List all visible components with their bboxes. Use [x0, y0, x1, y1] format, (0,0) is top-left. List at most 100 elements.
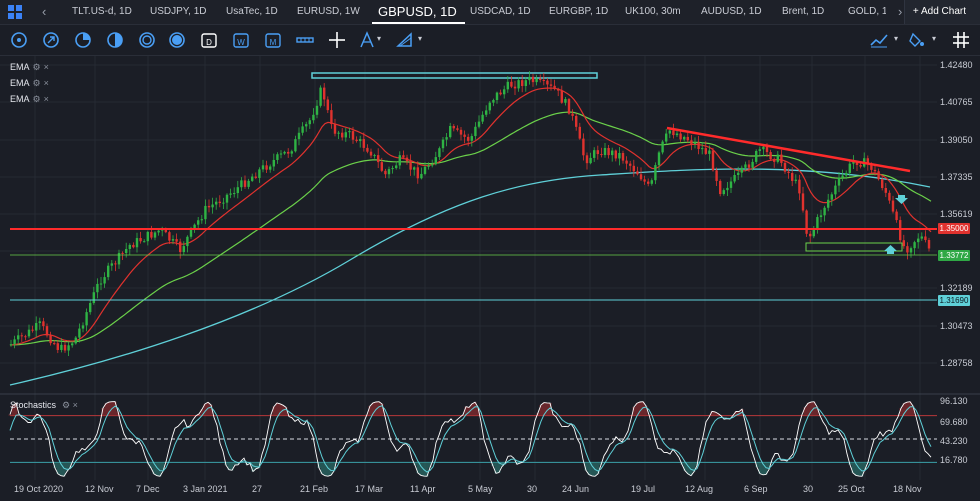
- close-icon[interactable]: ×: [43, 94, 49, 104]
- candle-body: [571, 113, 574, 116]
- candle-body: [114, 263, 117, 265]
- tab-eurgbp[interactable]: EURGBP, 1D: [549, 6, 609, 17]
- settings-icon[interactable]: ⚙: [32, 62, 41, 72]
- weekly-calendar-icon[interactable]: W: [232, 31, 250, 49]
- stoch-oversold-fill: [419, 462, 423, 476]
- stoch-overbought-fill: [272, 406, 276, 416]
- tab-eurusd[interactable]: EURUSD, 1W: [297, 6, 360, 17]
- stoch-overbought-fill: [14, 403, 18, 416]
- draw-shape-icon[interactable]: [396, 31, 414, 49]
- tab-tlt[interactable]: TLT.US-d, 1D: [72, 6, 132, 17]
- candle-body: [805, 210, 808, 234]
- daily-calendar-icon[interactable]: D: [200, 31, 218, 49]
- range-tool-icon[interactable]: [296, 31, 314, 49]
- chart-type-dropdown-icon[interactable]: ▾: [894, 34, 899, 43]
- crosshair-circle-icon[interactable]: [10, 31, 28, 49]
- candle-body: [42, 321, 45, 327]
- price-tag-red: 1.35000: [938, 223, 970, 234]
- drawing-toolbar: D W M ▾ ▾ ▾ ▾: [0, 25, 980, 56]
- arrow-circle-icon[interactable]: [42, 31, 60, 49]
- close-icon[interactable]: ×: [43, 78, 49, 88]
- stoch-overbought-fill: [632, 406, 636, 416]
- monthly-calendar-icon[interactable]: M: [264, 31, 282, 49]
- tab-usdjpy[interactable]: USDJPY, 1D: [150, 6, 207, 17]
- stoch-oversold-fill: [692, 462, 696, 472]
- candle-body: [765, 146, 769, 153]
- price-tick: 1.40765: [940, 97, 973, 107]
- fibonacci-dropdown-icon[interactable]: ▾: [377, 34, 382, 43]
- tab-usdcad[interactable]: USDCAD, 1D: [470, 6, 531, 17]
- candle-body: [139, 238, 142, 242]
- candle-body: [67, 345, 70, 351]
- layout-grid-icon[interactable]: [8, 5, 22, 19]
- grid-toggle-icon[interactable]: [952, 31, 970, 49]
- tab-audusd[interactable]: AUDUSD, 1D: [701, 6, 762, 17]
- indicator-circle-icon[interactable]: [138, 31, 156, 49]
- candle-body: [701, 148, 704, 150]
- filled-circle-icon[interactable]: [168, 31, 186, 49]
- date-tick: 11 Apr: [410, 484, 436, 494]
- candle-body: [636, 171, 639, 175]
- scroll-right-icon[interactable]: ›: [898, 4, 903, 19]
- pie-circle-icon[interactable]: [74, 31, 92, 49]
- ema-indicator-label-2[interactable]: EMA ⚙ ×: [10, 78, 49, 88]
- candle-body: [132, 244, 135, 248]
- settings-icon[interactable]: ⚙: [32, 78, 41, 88]
- stochastics-label[interactable]: Stochastics: [10, 400, 57, 410]
- shape-dropdown-icon[interactable]: ▾: [418, 34, 423, 43]
- candle-body: [387, 169, 391, 175]
- half-circle-icon[interactable]: [106, 31, 124, 49]
- tab-gold[interactable]: GOLD, 1W: [848, 6, 886, 17]
- candle-body: [837, 177, 841, 186]
- candle-body: [49, 335, 52, 344]
- fill-dropdown-icon[interactable]: ▾: [932, 34, 937, 43]
- ema-indicator-label-1[interactable]: EMA ⚙ ×: [10, 62, 49, 72]
- close-icon[interactable]: ×: [43, 62, 49, 72]
- candle-body: [866, 158, 869, 164]
- scroll-left-icon[interactable]: ‹: [42, 4, 47, 19]
- fill-tool-icon[interactable]: [908, 31, 926, 49]
- crosshair-icon[interactable]: [328, 31, 346, 49]
- stoch-overbought-fill: [902, 403, 906, 416]
- tab-gbpusd[interactable]: GBPUSD, 1D: [372, 0, 465, 24]
- candle-body: [827, 199, 830, 208]
- candle-body: [812, 228, 815, 237]
- stoch-oversold-fill: [428, 462, 432, 468]
- price-tick: 1.32189: [940, 283, 973, 293]
- candle-body: [211, 204, 214, 208]
- candle-body: [657, 152, 661, 166]
- candle-body: [575, 115, 578, 127]
- settings-icon[interactable]: ⚙: [32, 94, 41, 104]
- tab-uk100[interactable]: UK100, 30m: [625, 6, 681, 17]
- candle-body: [398, 155, 401, 166]
- chart-type-icon[interactable]: [870, 31, 888, 49]
- stoch-overbought-fill: [380, 403, 384, 416]
- candle-body: [909, 248, 913, 253]
- candle-body: [431, 164, 434, 166]
- candle-body: [924, 236, 927, 241]
- ema-indicator-label-3[interactable]: EMA ⚙ ×: [10, 94, 49, 104]
- candle-body: [416, 167, 419, 179]
- candle-body: [409, 161, 412, 170]
- candle-body: [175, 239, 178, 242]
- add-chart-button[interactable]: + Add Chart: [903, 0, 980, 24]
- stoch-overbought-fill: [908, 401, 912, 416]
- candle-body: [834, 185, 837, 195]
- tab-brent[interactable]: Brent, 1D: [782, 6, 825, 17]
- stoch-settings-icon[interactable]: ⚙ ×: [62, 400, 78, 410]
- stoch-overbought-fill: [539, 404, 543, 416]
- fibonacci-tool-icon[interactable]: [358, 31, 376, 49]
- stoch-oversold-fill: [68, 462, 72, 468]
- stoch-oversold-fill: [854, 462, 858, 476]
- candle-body: [686, 136, 689, 141]
- trendline-down[interactable]: [666, 126, 911, 173]
- tab-usatec[interactable]: UsaTec, 1D: [226, 6, 278, 17]
- date-tick: 7 Dec: [136, 484, 160, 494]
- candle-body: [312, 114, 315, 121]
- stoch-overbought-fill: [710, 411, 714, 416]
- stoch-oversold-fill: [329, 462, 333, 476]
- candle-body: [459, 129, 463, 135]
- stoch-overbought-fill: [545, 402, 549, 416]
- stoch-level: 96.130: [940, 396, 968, 406]
